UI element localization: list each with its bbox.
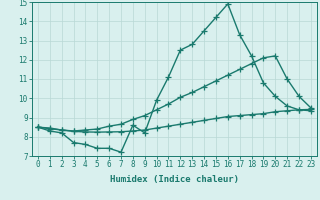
X-axis label: Humidex (Indice chaleur): Humidex (Indice chaleur) bbox=[110, 175, 239, 184]
